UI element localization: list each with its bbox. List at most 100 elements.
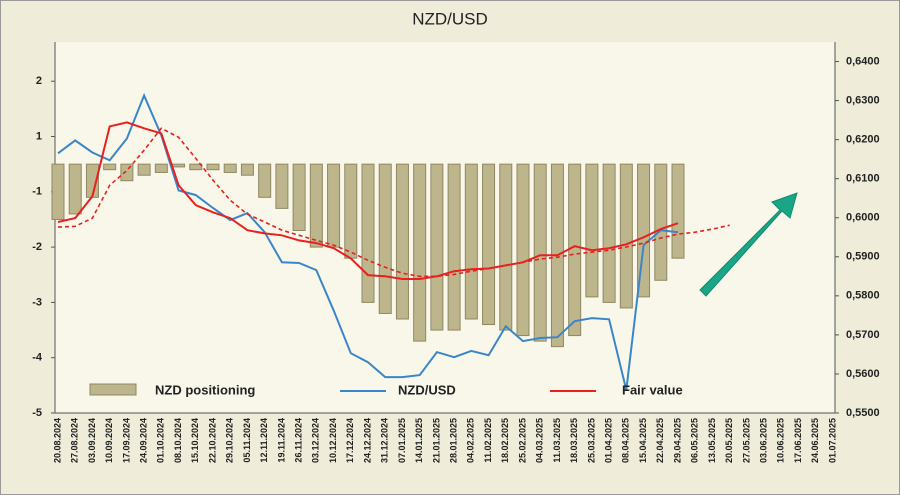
y2-tick-label: 0,5500: [846, 407, 880, 419]
y-tick-label: -2: [32, 241, 42, 253]
trend-arrow: [699, 192, 798, 297]
x-tick-label: 17.09.2024: [121, 418, 131, 463]
x-tick-label: 25.03.2025: [586, 418, 596, 463]
bar: [516, 163, 530, 337]
x-tick-label: 04.02.2025: [466, 418, 476, 463]
bar: [602, 163, 616, 303]
x-tick-label: 10.09.2024: [104, 418, 114, 463]
bar: [585, 163, 599, 298]
x-tick-label: 15.10.2024: [190, 418, 200, 463]
y2-tick-label: 0,6000: [846, 212, 880, 224]
bar: [499, 163, 513, 331]
marks: 2 1 -1 -2 -3 -4 -5 0,5500 0,5600 0,5700 0,5800 0,59…: [32, 55, 879, 463]
trend-line: [57, 127, 730, 278]
x-tick-label: 14.01.2025: [414, 418, 424, 463]
x-tick-label: 05.11.2024: [242, 418, 252, 463]
x-tick-label: 22.04.2025: [655, 418, 665, 463]
bar: [258, 163, 272, 198]
x-tick-label: 17.12.2024: [345, 418, 355, 463]
bar: [327, 163, 341, 248]
bar: [671, 163, 685, 259]
legend-label: NZD/USD: [398, 382, 456, 397]
bar: [361, 163, 375, 303]
x-tick-label: 01.04.2025: [603, 418, 613, 463]
x-tick-label: 18.03.2025: [569, 418, 579, 463]
bar: [447, 163, 461, 331]
chart-title: NZD/USD: [412, 9, 488, 28]
bar: [189, 163, 203, 171]
x-tick-label: 03.06.2025: [758, 418, 768, 463]
x-tick-label: 25.02.2025: [517, 418, 527, 463]
bar: [137, 163, 151, 176]
x-tick-label: 29.04.2025: [672, 418, 682, 463]
bar: [206, 163, 220, 171]
bar: [344, 163, 358, 259]
bar: [154, 163, 168, 173]
x-tick-label: 13.05.2025: [707, 418, 717, 463]
x-tick-label: 29.10.2024: [225, 418, 235, 463]
x-tick-label: 11.03.2025: [552, 418, 562, 463]
x-tick-label: 27.05.2025: [741, 418, 751, 463]
x-tick-label: 11.02.2025: [483, 418, 493, 463]
x-tick-label: 28.01.2025: [448, 418, 458, 463]
plot-area: [55, 42, 835, 413]
x-tick-label: 07.01.2025: [397, 418, 407, 463]
y2-tick-label: 0,5800: [846, 290, 880, 302]
x-tick-label: 31.12.2024: [380, 418, 390, 463]
x-tick-label: 20.08.2024: [52, 418, 62, 463]
x-tick-label: 12.11.2024: [259, 418, 269, 463]
y2-tick-label: 0,6200: [846, 134, 880, 146]
y2-tick-label: 0,5700: [846, 329, 880, 341]
legend-swatch: [89, 383, 137, 396]
legend-label: NZD positioning: [155, 382, 255, 397]
y2-tick-label: 0,6300: [846, 94, 880, 106]
x-tick-label: 21.01.2025: [431, 418, 441, 463]
x-tick-label: 20.05.2025: [724, 418, 734, 463]
bar: [533, 163, 547, 342]
x-tick-label: 24.12.2024: [362, 418, 372, 463]
x-tick-label: 10.06.2025: [776, 418, 786, 463]
bar: [292, 163, 306, 232]
bar: [309, 163, 323, 248]
x-tick-label: 19.11.2024: [276, 418, 286, 463]
y-tick-label: -3: [32, 296, 42, 308]
x-tick-label: 22.10.2024: [207, 418, 217, 463]
y2-tick-label: 0,5600: [846, 368, 880, 380]
bar: [568, 163, 582, 337]
x-tick-label: 15.04.2025: [638, 418, 648, 463]
bar: [395, 163, 409, 320]
bar: [654, 163, 668, 281]
bar: [172, 163, 186, 168]
bar: [430, 163, 444, 331]
x-tick-label: 04.03.2025: [535, 418, 545, 463]
y-tick-label: -5: [32, 407, 42, 419]
x-tick-label: 06.05.2025: [690, 418, 700, 463]
y-tick-label: 2: [36, 75, 42, 87]
y2-tick-label: 0,6400: [846, 55, 880, 67]
x-tick-label: 26.11.2024: [293, 418, 303, 463]
y-tick-label: 1: [36, 130, 42, 142]
bar: [482, 163, 496, 326]
bar: [240, 163, 254, 176]
x-tick-label: 08.04.2025: [621, 418, 631, 463]
x-tick-label: 03.12.2024: [311, 418, 321, 463]
x-tick-label: 18.02.2025: [500, 418, 510, 463]
y-tick-label: -4: [32, 352, 43, 364]
bar: [378, 163, 392, 314]
bar: [275, 163, 289, 209]
bar: [223, 163, 237, 173]
x-tick-label: 10.12.2024: [328, 418, 338, 463]
x-tick-label: 08.10.2024: [173, 418, 183, 463]
x-tick-label: 17.06.2025: [793, 418, 803, 463]
x-tick-label: 01.07.2025: [827, 418, 837, 463]
legend-label: Fair value: [622, 382, 683, 397]
y2-tick-label: 0,5900: [846, 251, 880, 263]
x-tick-label: 03.09.2024: [87, 418, 97, 463]
y-tick-label: -1: [32, 186, 42, 198]
x-tick-label: 24.09.2024: [138, 418, 148, 463]
bar: [619, 163, 633, 309]
x-tick-label: 24.06.2025: [810, 418, 820, 463]
bar: [120, 163, 134, 182]
bar: [464, 163, 478, 320]
